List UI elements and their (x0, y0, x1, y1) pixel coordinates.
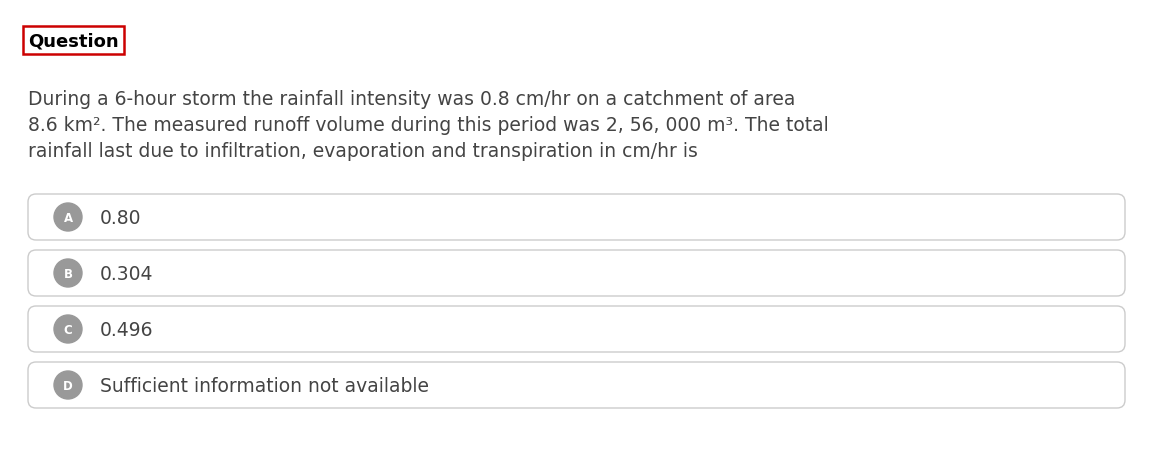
Text: D: D (63, 379, 73, 392)
Circle shape (54, 204, 82, 231)
Text: Question: Question (28, 32, 119, 50)
Text: 0.80: 0.80 (100, 208, 142, 227)
Circle shape (54, 259, 82, 288)
Text: Sufficient information not available: Sufficient information not available (100, 376, 429, 395)
FancyBboxPatch shape (28, 362, 1125, 408)
Text: B: B (63, 267, 73, 280)
FancyBboxPatch shape (28, 195, 1125, 240)
Circle shape (54, 371, 82, 399)
Text: 0.304: 0.304 (100, 264, 153, 283)
Text: C: C (63, 323, 73, 336)
Text: During a 6-hour storm the rainfall intensity was 0.8 cm/hr on a catchment of are: During a 6-hour storm the rainfall inten… (28, 90, 796, 109)
Text: A: A (63, 211, 73, 224)
Text: 8.6 km². The measured runoff volume during this period was 2, 56, 000 m³. The to: 8.6 km². The measured runoff volume duri… (28, 116, 829, 135)
Circle shape (54, 315, 82, 343)
Text: rainfall last due to infiltration, evaporation and transpiration in cm/hr is: rainfall last due to infiltration, evapo… (28, 142, 698, 161)
FancyBboxPatch shape (28, 307, 1125, 352)
Text: 0.496: 0.496 (100, 320, 153, 339)
FancyBboxPatch shape (28, 250, 1125, 297)
